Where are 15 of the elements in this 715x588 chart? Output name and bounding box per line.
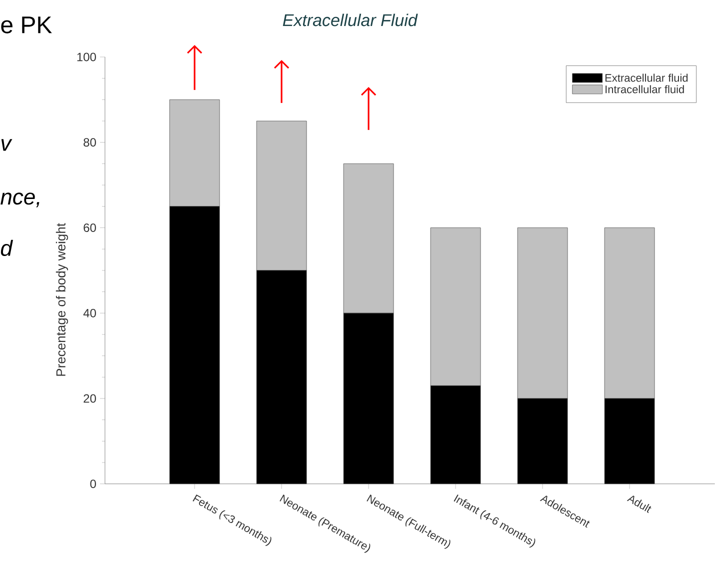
- y-tick-label: 80: [84, 138, 96, 147]
- y-tick-label: 60: [84, 224, 96, 232]
- y-tick-label: 20: [84, 394, 96, 403]
- legend-label: Intracellular fluid: [606, 85, 684, 94]
- y-axis-title: Precentage of body weight: [56, 223, 68, 376]
- y-tick-label: 0: [90, 480, 96, 488]
- text: e PK: [1, 16, 52, 34]
- legend-label: Extracellular fluid: [605, 74, 688, 82]
- text: nce,: [0, 192, 40, 208]
- y-tick-label: 40: [83, 308, 96, 318]
- y-tick-label: 100: [77, 52, 96, 62]
- text: v: [1, 139, 12, 151]
- x-tick-label: Adult: [626, 496, 652, 514]
- text: d: [0, 240, 14, 256]
- chart-title: Extracellular Fluid: [282, 14, 418, 26]
